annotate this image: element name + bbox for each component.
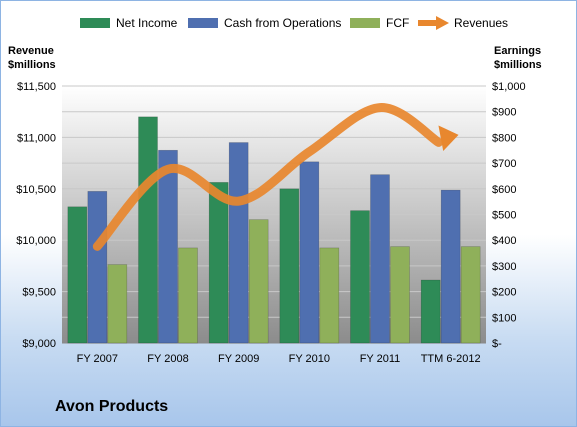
right-tick-label: $700 <box>492 158 516 170</box>
bar-fcf <box>390 246 410 344</box>
right-tick-label: $200 <box>492 287 516 299</box>
left-tick-label: $9,500 <box>22 287 56 299</box>
revenue-arrowhead <box>438 125 459 151</box>
legend-label-net-income: Net Income <box>116 16 178 30</box>
revenue-line <box>92 103 444 251</box>
x-tick-label: FY 2009 <box>218 353 259 365</box>
right-axis-title-line1: Earnings <box>494 45 542 57</box>
legend-label-revenues: Revenues <box>454 16 509 30</box>
right-axis-title: Earnings $millions <box>494 44 542 72</box>
right-axis-ticks: $- $100 $200 $300 $400 $500 $600 $700 $800 $900 $1… <box>492 81 526 350</box>
bar-cash-from-operations <box>158 149 178 344</box>
right-tick-label: $400 <box>492 235 516 247</box>
right-tick-label: $600 <box>492 184 516 196</box>
bar-fcf <box>319 247 340 344</box>
bar-net-income <box>420 279 441 344</box>
right-tick-label: $1,000 <box>492 81 526 93</box>
x-axis-ticks: FY 2007 FY 2008 FY 2009 FY 2010 FY 2011 TTM 6… <box>77 353 481 365</box>
right-tick-label: $300 <box>492 261 516 273</box>
legend-swatch-cash-from-operations <box>188 18 218 28</box>
bar-net-income <box>67 206 88 344</box>
left-axis-title-line2: $millions <box>8 59 56 71</box>
right-tick-label: $- <box>492 338 502 350</box>
right-tick-label: $500 <box>492 210 516 222</box>
x-tick-label: FY 2011 <box>360 353 401 365</box>
legend-label-cash-from-operations: Cash from Operations <box>224 16 342 30</box>
bar-cash-from-operations <box>440 189 461 344</box>
legend-revenues: Revenues <box>416 14 508 32</box>
legend-cash-from-operations: Cash from Operations <box>188 14 341 32</box>
left-tick-label: $11,500 <box>17 81 56 93</box>
legend-label-fcf: FCF <box>386 16 410 30</box>
left-axis-title: Revenue $millions <box>8 44 56 72</box>
revenue-line-group <box>92 103 459 251</box>
company-title: Avon Products <box>55 398 169 415</box>
x-tick-label: FY 2010 <box>289 353 330 365</box>
bar-fcf <box>248 219 269 344</box>
bar-net-income <box>138 116 158 344</box>
bar-net-income <box>208 182 229 344</box>
bar-net-income <box>279 188 300 344</box>
legend-fcf: FCF <box>350 14 409 32</box>
bar-cash-from-operations <box>299 161 320 344</box>
right-axis-title-line2: $millions <box>494 59 542 71</box>
left-tick-label: $10,000 <box>16 235 56 247</box>
bar-fcf <box>107 264 128 344</box>
left-axis-ticks: $9,000 $9,500 $10,000 $10,500 $11,000 $11,500 <box>16 81 56 350</box>
left-tick-label: $10,500 <box>16 184 56 196</box>
bars-group <box>67 116 481 344</box>
x-tick-label: TTM 6-2012 <box>421 353 481 365</box>
right-tick-label: $900 <box>492 107 516 119</box>
bar-cash-from-operations <box>228 142 249 344</box>
bar-cash-from-operations <box>370 174 390 344</box>
right-tick-label: $100 <box>492 312 516 324</box>
legend-swatch-net-income <box>80 18 110 28</box>
bar-cash-from-operations <box>87 191 108 344</box>
left-tick-label: $9,000 <box>22 338 56 350</box>
gridlines <box>62 85 486 344</box>
legend-net-income: Net Income <box>80 14 177 32</box>
bar-fcf <box>178 247 198 344</box>
x-tick-label: FY 2007 <box>77 353 118 365</box>
x-tick-label: FY 2008 <box>147 353 188 365</box>
legend-swatch-fcf <box>350 18 380 28</box>
left-axis-title-line1: Revenue <box>8 45 54 57</box>
right-tick-label: $800 <box>492 132 516 144</box>
bar-fcf <box>460 246 481 344</box>
legend-arrow-icon <box>418 16 449 30</box>
left-tick-label: $11,000 <box>17 132 56 144</box>
bar-net-income <box>350 210 370 344</box>
